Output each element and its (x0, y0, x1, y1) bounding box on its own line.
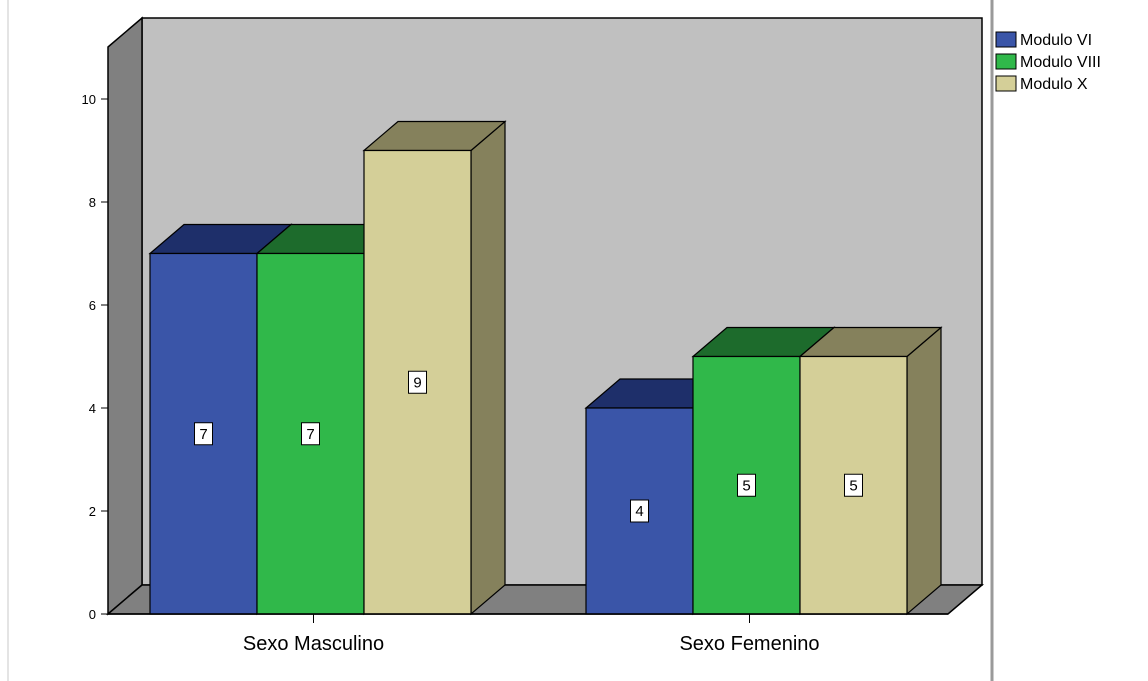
data-label-text: 9 (413, 374, 421, 391)
legend: Modulo VI Modulo VIII Modulo X (995, 31, 1101, 93)
legend-swatch (995, 53, 1017, 70)
bar-side (470, 120, 506, 616)
data-label-text: 5 (742, 477, 750, 494)
data-label: 9 (408, 370, 427, 394)
data-label: 7 (301, 422, 320, 446)
data-label: 4 (630, 499, 649, 523)
side-wall (107, 16, 143, 616)
legend-item: Modulo X (995, 75, 1088, 93)
y-tick-label: 10 (82, 92, 96, 107)
legend-label: Modulo VIII (1020, 54, 1101, 71)
data-labels: 7 7 9 4 5 5 (194, 370, 863, 523)
data-label-text: 4 (635, 503, 643, 520)
bars (148, 120, 943, 616)
legend-swatch (995, 31, 1017, 48)
bar-side (906, 326, 942, 616)
category-label: Sexo Masculino (243, 633, 384, 655)
legend-item: Modulo VI (995, 31, 1092, 49)
data-label: 5 (844, 473, 863, 497)
y-tick-label: 0 (89, 607, 96, 622)
data-label-box (630, 499, 649, 523)
legend-label: Modulo VI (1020, 32, 1092, 49)
legend-item: Modulo VIII (995, 53, 1101, 71)
y-tick-label: 8 (89, 195, 96, 210)
data-label-box (408, 370, 427, 394)
category-label: Sexo Femenino (679, 633, 819, 655)
data-label-box (301, 422, 320, 446)
data-label: 5 (737, 473, 756, 497)
bar (798, 326, 943, 616)
y-tick-label: 2 (89, 504, 96, 519)
y-axis: 0 2 4 6 8 10 (82, 92, 108, 622)
y-tick-label: 4 (89, 401, 96, 416)
data-label-box (844, 473, 863, 497)
data-label-box (194, 422, 213, 446)
data-label-box (737, 473, 756, 497)
legend-label: Modulo X (1020, 76, 1088, 93)
data-label-text: 7 (199, 426, 207, 443)
y-tick-label: 6 (89, 298, 96, 313)
data-label-text: 7 (306, 426, 314, 443)
data-label: 7 (194, 422, 213, 446)
legend-swatch (995, 75, 1017, 92)
data-label-text: 5 (849, 477, 857, 494)
bar (362, 120, 507, 616)
x-axis: Sexo Masculino Sexo Femenino (108, 613, 948, 655)
